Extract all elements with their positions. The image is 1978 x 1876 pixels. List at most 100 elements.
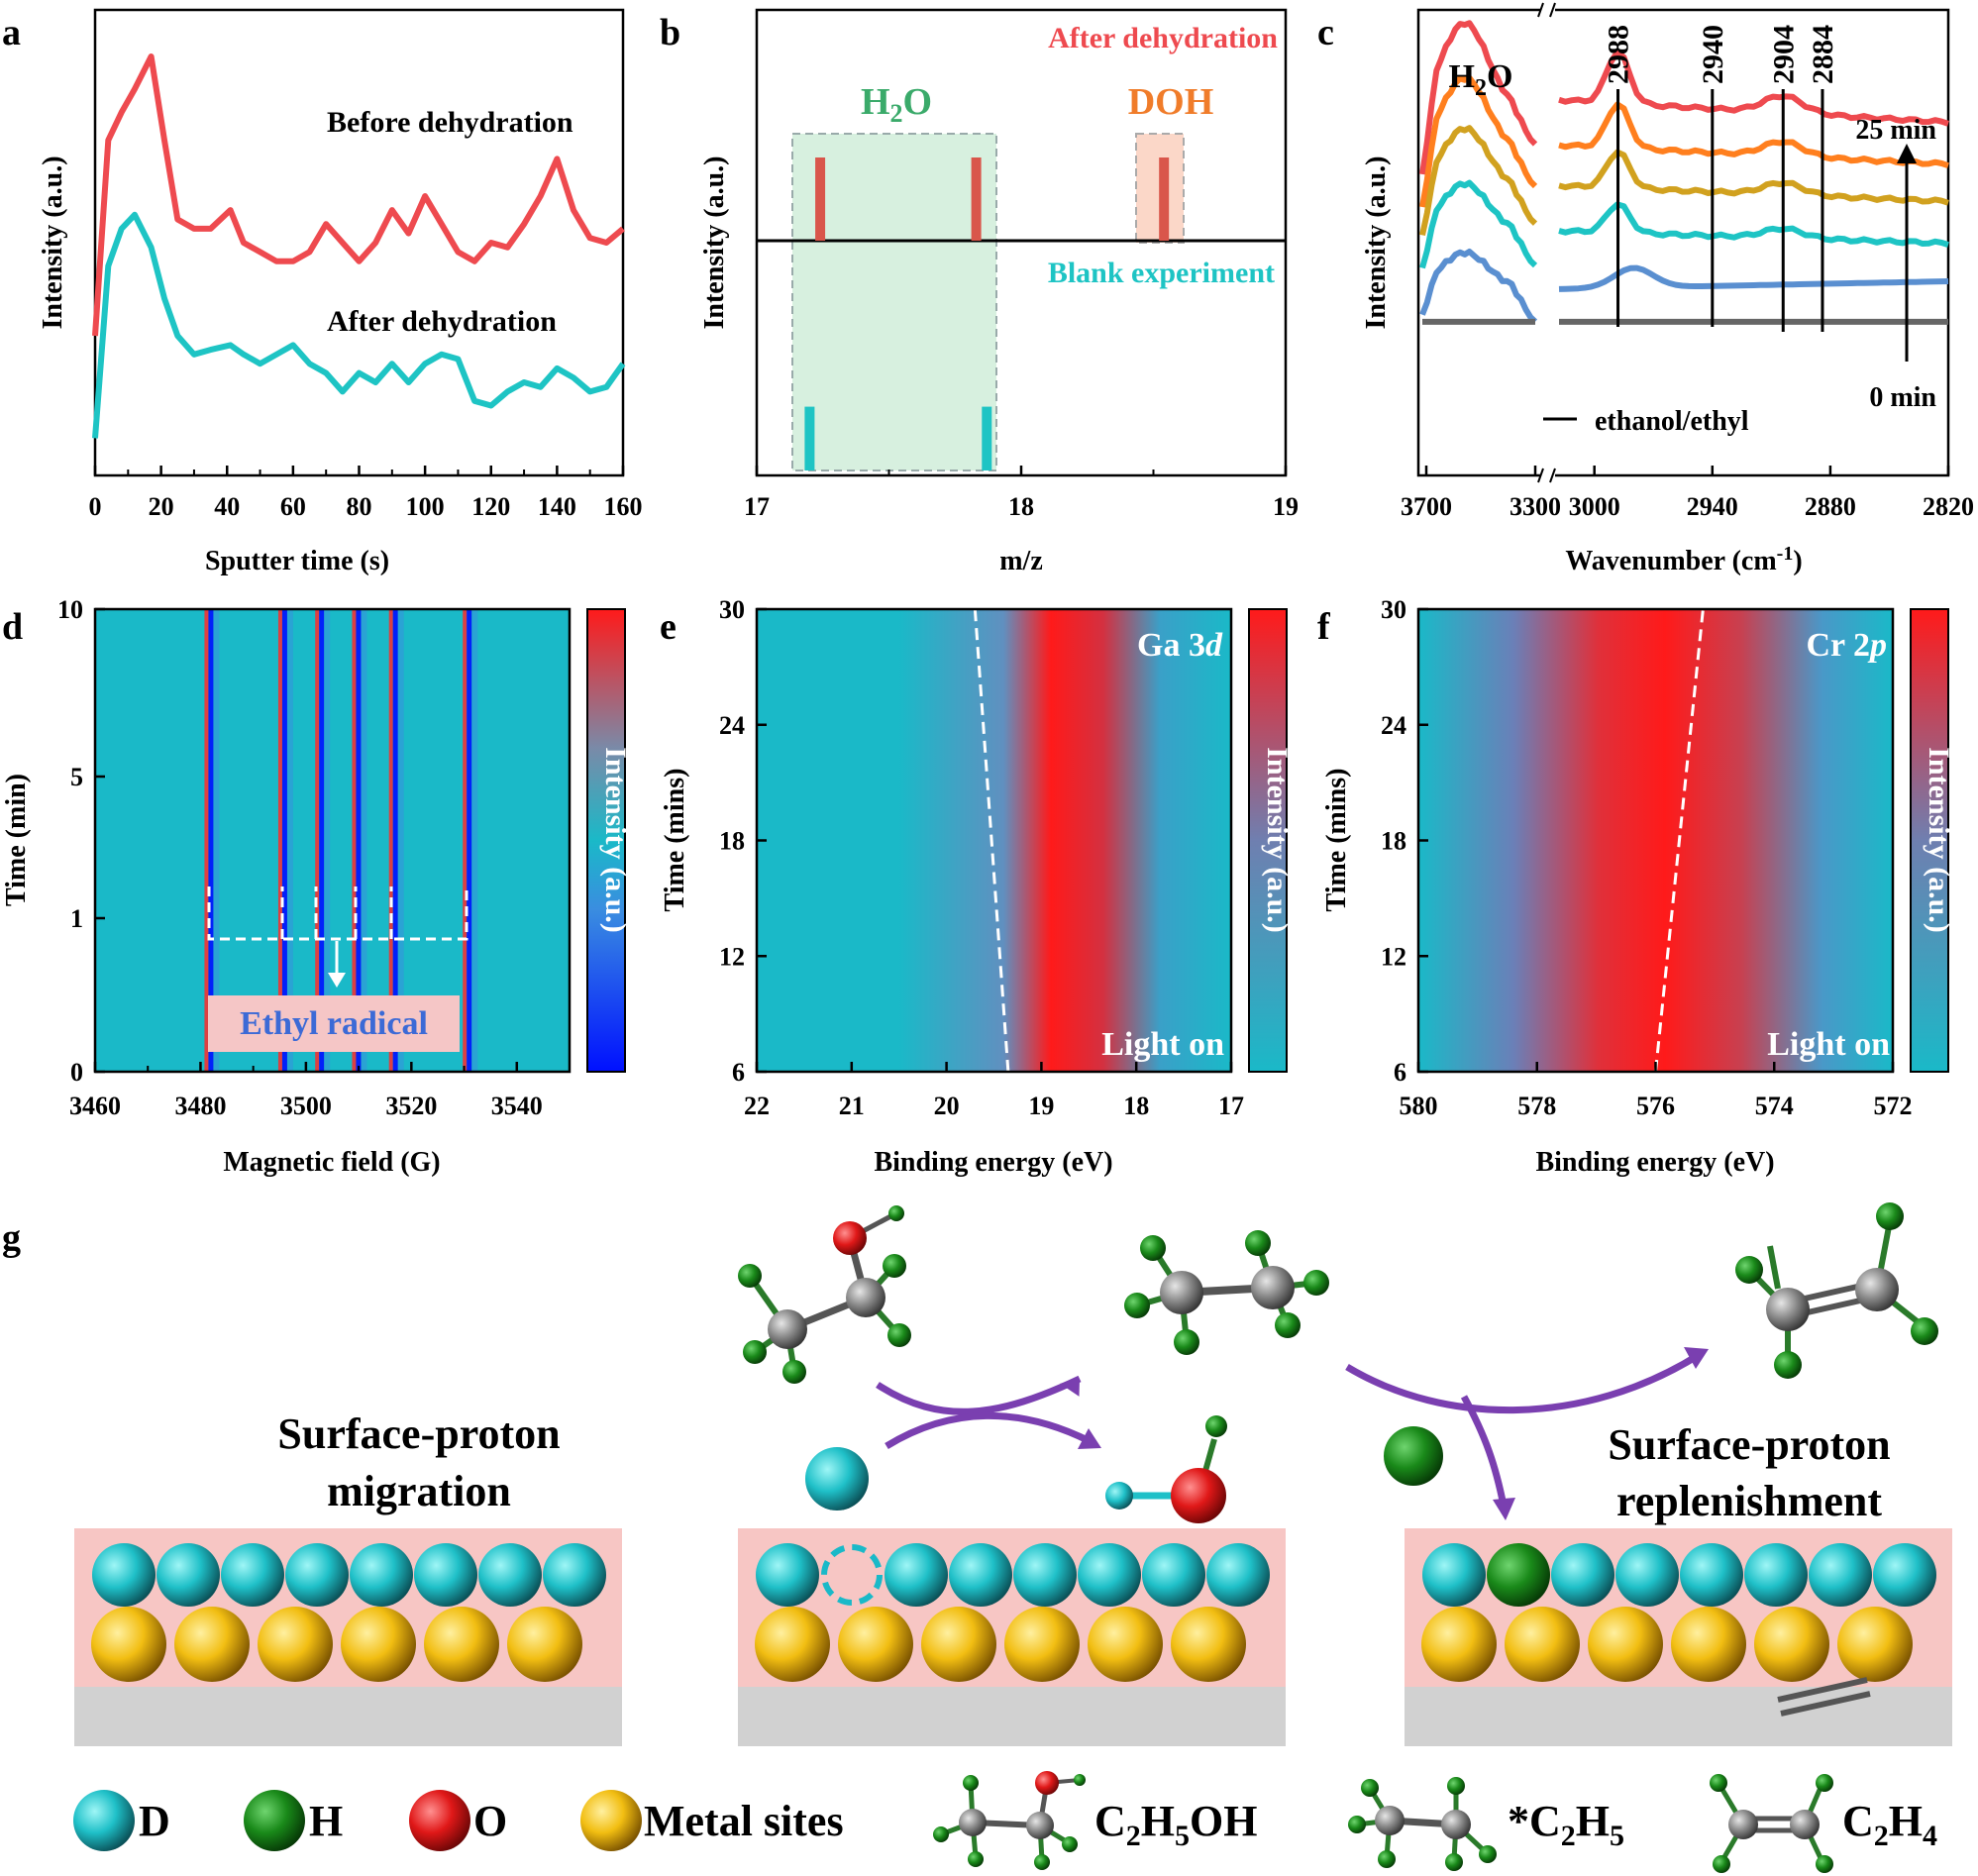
y-tick-label-f-18: 18 (1381, 827, 1406, 856)
x-ticks-a: 0 20 40 60 80 100 120 140 160 (89, 466, 643, 521)
surface-hydrogen (1487, 1543, 1550, 1607)
bar-after-0 (815, 157, 826, 241)
element-label-e: Ga 3d (1137, 627, 1223, 664)
metal-site-1-1 (838, 1607, 913, 1682)
x-tick-label-d-3500: 3500 (280, 1092, 332, 1120)
ticks-d: 3460 3480 3500 3520 3540 0 1 5 10 (57, 595, 543, 1120)
y-tick-label-e-30: 30 (719, 595, 745, 624)
series-line-a-0 (92, 53, 625, 337)
ethanol-molecule-top (738, 1205, 911, 1384)
x-tick-label-d-3460: 3460 (69, 1092, 121, 1120)
colorbar-label-f: Intensity (a.u.) (1923, 747, 1955, 933)
surface-deuterium-1-6 (1142, 1543, 1205, 1607)
legend-ethyl-label: *C2H5 (1508, 1797, 1624, 1852)
arrowhead-to-surface (1493, 1498, 1515, 1520)
surface-deuterium-2-6 (1809, 1543, 1872, 1607)
metal-site-2-2 (1588, 1607, 1663, 1682)
tick-label-a-160: 160 (604, 492, 643, 521)
stage3-line1: Surface-proton (1608, 1420, 1890, 1469)
series-right-c-2 (1558, 149, 1949, 206)
colorbar-label-d: Intensity (a.u.) (599, 747, 632, 933)
light-on-f: Light on (1767, 1026, 1890, 1063)
legend-before-dehydration: Before dehydration (327, 106, 573, 139)
epr-peaks-d (204, 609, 478, 1072)
legend-ethyl-icon (1348, 1777, 1497, 1871)
bar-after-2 (1159, 157, 1170, 241)
dashed-bracket-d (207, 886, 468, 941)
y-axis-title-a: Intensity (a.u.) (38, 156, 68, 329)
metal-site-0-4 (424, 1607, 499, 1682)
peak-label-c-2988: 2988 (1603, 25, 1635, 84)
panel-letter-c: c (1317, 12, 1334, 53)
metal-site-0-1 (174, 1607, 250, 1682)
epr-peak-red-4 (388, 609, 393, 1072)
panel-f: f Cr 2p Light on Intensity (a.u.) 580 578… (1317, 595, 1955, 1178)
x-tick-label-f-576: 576 (1636, 1092, 1675, 1120)
bar-blank-0 (804, 406, 815, 470)
legend-ethylene-icon (1710, 1774, 1833, 1873)
y-axis-title-b: Intensity (a.u.) (699, 156, 730, 329)
surface-deuterium-0-2 (221, 1543, 284, 1607)
arrow-to-surface (1460, 1395, 1508, 1507)
epr-peak-red-2 (315, 609, 320, 1072)
panel-d: d Ethyl radical Intensity (a.u.) 3460 348… (1, 595, 632, 1178)
epr-peak-blue-2 (319, 609, 325, 1072)
label-h2o-b: H2O (861, 81, 932, 128)
bar-after-1 (971, 157, 982, 241)
metal-site-0-5 (507, 1607, 582, 1682)
x-axis-title-a: Sputter time (s) (205, 546, 389, 576)
x-tick-label-f-574: 574 (1755, 1092, 1794, 1120)
metal-site-1-5 (1171, 1607, 1246, 1682)
legend-o-icon (409, 1790, 470, 1851)
epr-peak-blue-4 (392, 609, 398, 1072)
surface-deuterium-2-5 (1744, 1543, 1808, 1607)
epr-peak-red-3 (352, 609, 357, 1072)
epr-peak-blue-5 (467, 609, 472, 1072)
ethyl-radical-molecule (1124, 1230, 1329, 1355)
epr-peak-blue-3 (356, 609, 362, 1072)
light-on-e: Light on (1101, 1026, 1224, 1063)
surface-deuterium-1-4 (1013, 1543, 1077, 1607)
panel-c: c 3700 3300 3000 2940 2880 2820 2988 2940 2904 2… (1317, 2, 1974, 576)
x-tick-label-f-580: 580 (1400, 1092, 1438, 1120)
epr-peak-halo-2 (324, 609, 331, 1072)
tick-label-a-60: 60 (280, 492, 306, 521)
panel-a: a 0 20 40 60 80 100 120 140 160 Before dehydrati… (2, 8, 643, 576)
peak-label-c-2940: 2940 (1697, 25, 1729, 84)
legend-ethylene-label: C2H4 (1842, 1797, 1937, 1852)
legend-d-label: D (139, 1797, 170, 1845)
surface-deuterium-0-0 (92, 1543, 156, 1607)
colorbar-e (1248, 608, 1288, 1073)
x-ticks-c: 3700 3300 3000 2940 2880 2820 (1401, 466, 1974, 521)
panel-e: e Ga 3d Light on Intensity (a.u.) 22 21 20… (660, 595, 1294, 1178)
panel-letter-g: g (2, 1217, 21, 1259)
break-mark-1 (1537, 2, 1544, 18)
metal-site-2-3 (1671, 1607, 1746, 1682)
x-tick-label-f-572: 572 (1874, 1092, 1913, 1120)
series-right-c-1 (1558, 101, 1949, 169)
deuterium-atom-free (805, 1447, 869, 1511)
plot-frame-d (93, 607, 572, 1074)
legend-ethanol-icon (933, 1771, 1086, 1870)
x-tick-label-d-3480: 3480 (174, 1092, 226, 1120)
slab-substrate-1 (738, 1687, 1286, 1746)
metal-site-2-0 (1421, 1607, 1497, 1682)
tick-label-c-3700: 3700 (1401, 492, 1452, 521)
epr-peak-halo-0 (213, 609, 220, 1072)
x-tick-label-e-22: 22 (744, 1092, 770, 1120)
surface-slabs (74, 1528, 1952, 1746)
legend-b-blank: Blank experiment (1048, 257, 1275, 289)
tick-label-b-19: 19 (1273, 492, 1299, 521)
epr-peak-blue-0 (208, 609, 214, 1072)
series-line-a-1 (92, 211, 626, 439)
h2o-region (791, 133, 997, 471)
annotation-box-d (208, 995, 460, 1052)
y-tick-label-f-12: 12 (1381, 942, 1406, 971)
panel-g: g Surface-proton migration Surface-proto… (2, 1202, 1952, 1873)
epr-peak-red-1 (277, 609, 282, 1072)
metal-site-2-1 (1505, 1607, 1580, 1682)
series-left-c-1 (1419, 74, 1538, 208)
surface-deuterium-2-2 (1551, 1543, 1614, 1607)
series-left-c-2 (1419, 125, 1538, 237)
tick-label-c-3300: 3300 (1510, 492, 1561, 521)
